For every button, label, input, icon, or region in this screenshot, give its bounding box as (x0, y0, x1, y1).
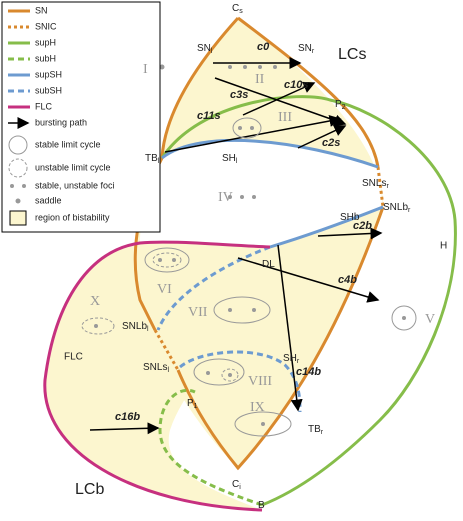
path-label: c11s (197, 110, 221, 122)
point-label: SNLsr (362, 178, 389, 190)
legend-label: bursting path (35, 117, 87, 127)
point-label: SHr (283, 353, 300, 365)
path-label: c3s (230, 89, 248, 101)
point-name: SH (222, 153, 236, 164)
point-subscript: l (147, 326, 149, 333)
point-name: C (232, 479, 239, 490)
point-label: P1 (187, 398, 198, 410)
point-subscript: r (386, 183, 389, 190)
legend-label: unstable limit cycle (35, 162, 111, 172)
curve-label: FLC (64, 352, 83, 363)
point-label: Cs (232, 3, 243, 15)
region-label: II (255, 72, 265, 87)
legend-label: SNIC (35, 21, 57, 31)
point-name: TB (308, 424, 321, 435)
point-label: TBl (145, 153, 160, 165)
point-label: SHb (340, 212, 360, 223)
point-label: TBr (308, 424, 324, 436)
point-name: SN (197, 43, 211, 54)
point-name: B (258, 500, 265, 511)
point-label: SNLbl (122, 321, 149, 333)
path-label: c16b (115, 411, 140, 423)
region-label: IV (218, 190, 233, 205)
point-subscript: i (239, 484, 241, 491)
region-label: VII (188, 305, 208, 320)
path-label: c2b (353, 220, 372, 232)
point-name: SHb (340, 212, 360, 223)
point-label: SNl (197, 43, 213, 55)
point-name: SNLs (362, 178, 386, 189)
point-label: Ci (232, 479, 241, 491)
point-subscript: l (236, 158, 238, 165)
legend-label: subH (35, 53, 56, 63)
region-label: X (90, 294, 100, 309)
point-label: SNLbr (383, 202, 411, 214)
point-label: DL (262, 259, 275, 270)
point-name: SH (283, 353, 297, 364)
shapes (43, 16, 457, 512)
point-name: C (232, 3, 239, 14)
point-name: SNLb (383, 202, 408, 213)
legend-label: SN (35, 5, 48, 15)
point-label: B (258, 500, 265, 511)
path-label: c10s (284, 79, 308, 91)
region-label: V (425, 312, 435, 327)
point-subscript: l (167, 367, 169, 374)
region-label: I (143, 62, 148, 77)
point-label: SNr (298, 43, 315, 55)
point-label: SHl (222, 153, 238, 165)
legend-label: supH (35, 37, 56, 47)
region-label: III (278, 110, 292, 125)
region-label: VI (157, 282, 172, 297)
point-subscript: 1 (194, 403, 198, 410)
point-subscript: l (211, 48, 213, 55)
legend-label: supSH (35, 69, 62, 79)
curve-label: H (440, 241, 447, 252)
point-subscript: r (312, 48, 315, 55)
point-name: P (187, 398, 194, 409)
region-label: IX (250, 400, 265, 415)
path-label: c4b (338, 274, 357, 286)
point-subscript: 2 (342, 104, 346, 111)
legend-label: stable limit cycle (35, 139, 101, 149)
point-subscript: l (158, 158, 160, 165)
legend-label: stable, unstable foci (35, 180, 115, 190)
legend (1, 1, 161, 233)
point-subscript: r (297, 358, 300, 365)
path-label: c2s (322, 137, 340, 149)
point-subscript: r (321, 429, 324, 436)
point-name: TB (145, 153, 158, 164)
point-name: DL (262, 259, 275, 270)
legend-label: saddle (35, 195, 62, 205)
path-label: c14b (296, 366, 321, 378)
legend-label: region of bistability (35, 212, 110, 222)
point-subscript: r (408, 207, 411, 214)
point-name: P (335, 99, 342, 110)
legend-label: FLC (35, 101, 53, 111)
legend-label: subSH (35, 85, 62, 95)
point-name: SNLs (143, 362, 167, 373)
region-name: LCb (75, 481, 104, 498)
region-label: VIII (248, 374, 272, 389)
point-subscript: s (239, 8, 243, 15)
point-label: P2 (335, 99, 346, 111)
point-name: SNLb (122, 321, 147, 332)
point-label: SNLsl (143, 362, 169, 374)
region-name: LCs (338, 46, 366, 63)
path-label: c0 (257, 41, 270, 53)
point-name: SN (298, 43, 312, 54)
